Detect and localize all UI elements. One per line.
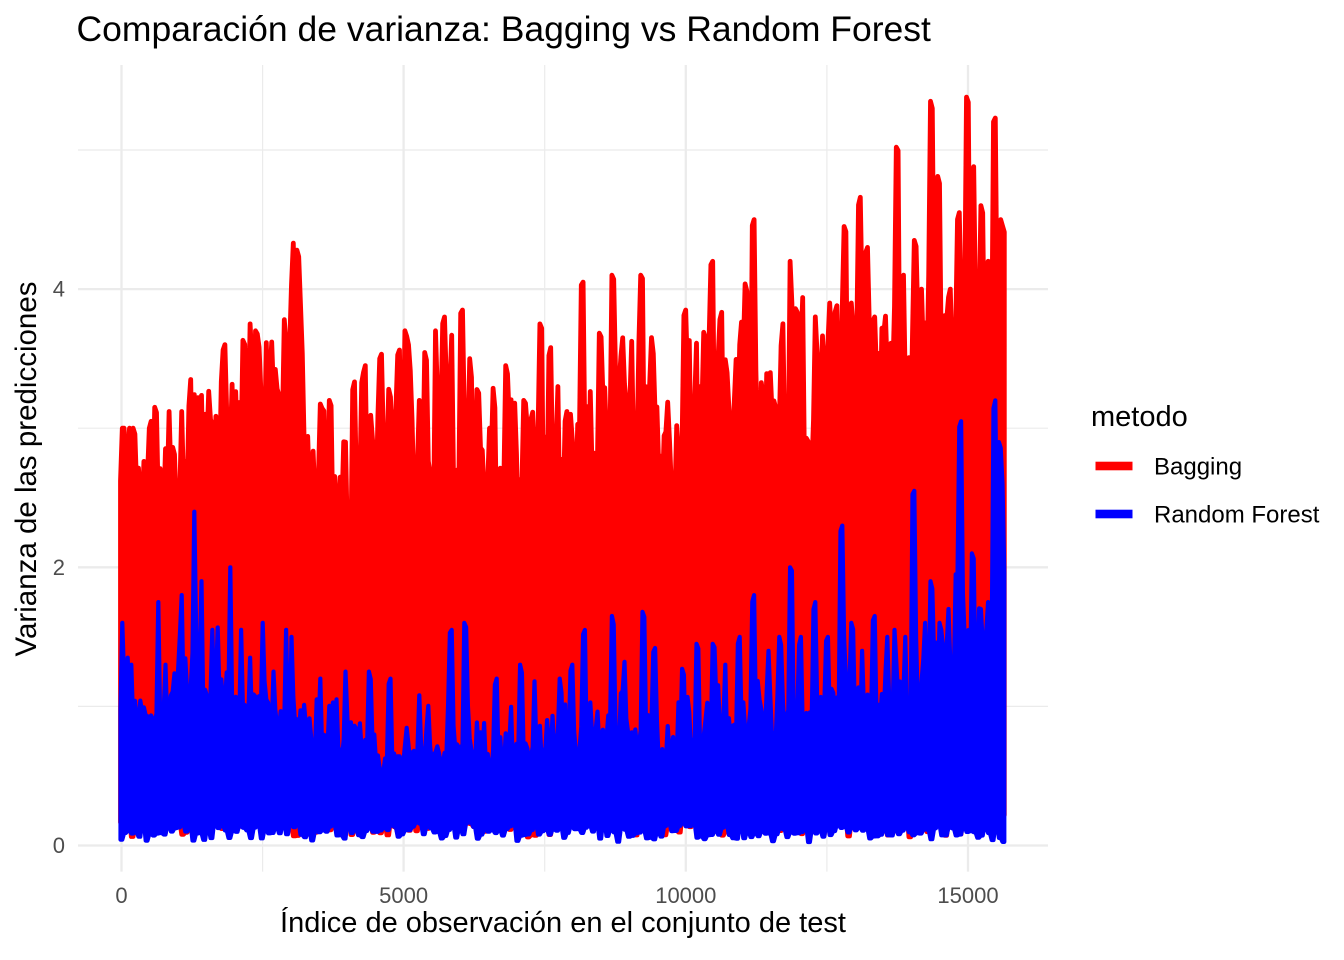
- svg-text:0: 0: [115, 883, 127, 908]
- svg-text:10000: 10000: [655, 883, 716, 908]
- svg-text:metodo: metodo: [1091, 401, 1188, 433]
- svg-text:5000: 5000: [379, 883, 428, 908]
- svg-text:Comparación de varianza: Baggi: Comparación de varianza: Bagging vs Rand…: [77, 9, 932, 49]
- svg-text:2: 2: [53, 555, 65, 580]
- svg-text:4: 4: [53, 277, 65, 302]
- svg-text:Random Forest: Random Forest: [1154, 502, 1320, 529]
- svg-text:Bagging: Bagging: [1154, 454, 1242, 481]
- svg-text:0: 0: [53, 833, 65, 858]
- svg-text:15000: 15000: [937, 883, 998, 908]
- svg-text:Índice de observación en el co: Índice de observación en el conjunto de …: [280, 906, 846, 939]
- svg-text:Varianza de las predicciones: Varianza de las predicciones: [10, 282, 43, 657]
